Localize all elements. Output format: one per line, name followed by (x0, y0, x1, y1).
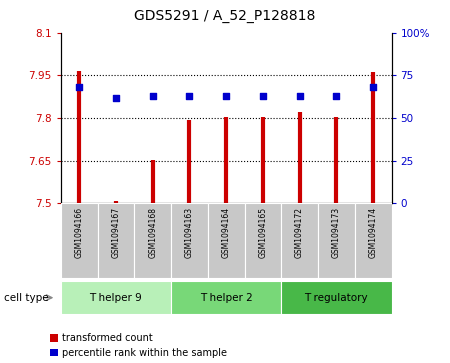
Text: GSM1094164: GSM1094164 (221, 207, 230, 258)
Text: GSM1094173: GSM1094173 (332, 207, 341, 258)
Point (222, 93, 230, 99)
Bar (171, 203, 208, 278)
Point (259, 93, 266, 99)
Point (369, 84, 377, 90)
Text: T regulatory: T regulatory (305, 293, 368, 303)
Bar (318, 203, 355, 278)
Text: GSM1094165: GSM1094165 (258, 207, 267, 258)
Point (149, 93, 156, 99)
Bar (61, 281, 171, 314)
Text: cell type: cell type (4, 293, 49, 303)
Bar (244, 203, 281, 278)
Text: GSM1094174: GSM1094174 (369, 207, 378, 258)
Text: T helper 9: T helper 9 (90, 293, 142, 303)
Point (186, 93, 193, 99)
Point (112, 95, 120, 101)
Text: GSM1094163: GSM1094163 (185, 207, 194, 258)
Bar (98, 203, 134, 278)
Bar (61, 203, 98, 278)
Text: GSM1094166: GSM1094166 (75, 207, 84, 258)
Bar (281, 203, 318, 278)
Text: GSM1094167: GSM1094167 (112, 207, 121, 258)
Text: GDS5291 / A_52_P128818: GDS5291 / A_52_P128818 (134, 9, 316, 23)
Point (333, 93, 340, 99)
Bar (171, 281, 281, 314)
Bar (134, 203, 171, 278)
Point (76, 84, 83, 90)
Bar (355, 203, 392, 278)
Text: T helper 2: T helper 2 (200, 293, 252, 303)
Bar (281, 281, 392, 314)
Text: GSM1094168: GSM1094168 (148, 207, 157, 258)
Point (296, 93, 303, 99)
Bar (208, 203, 244, 278)
Legend: transformed count, percentile rank within the sample: transformed count, percentile rank withi… (50, 333, 228, 358)
Text: GSM1094172: GSM1094172 (295, 207, 304, 258)
